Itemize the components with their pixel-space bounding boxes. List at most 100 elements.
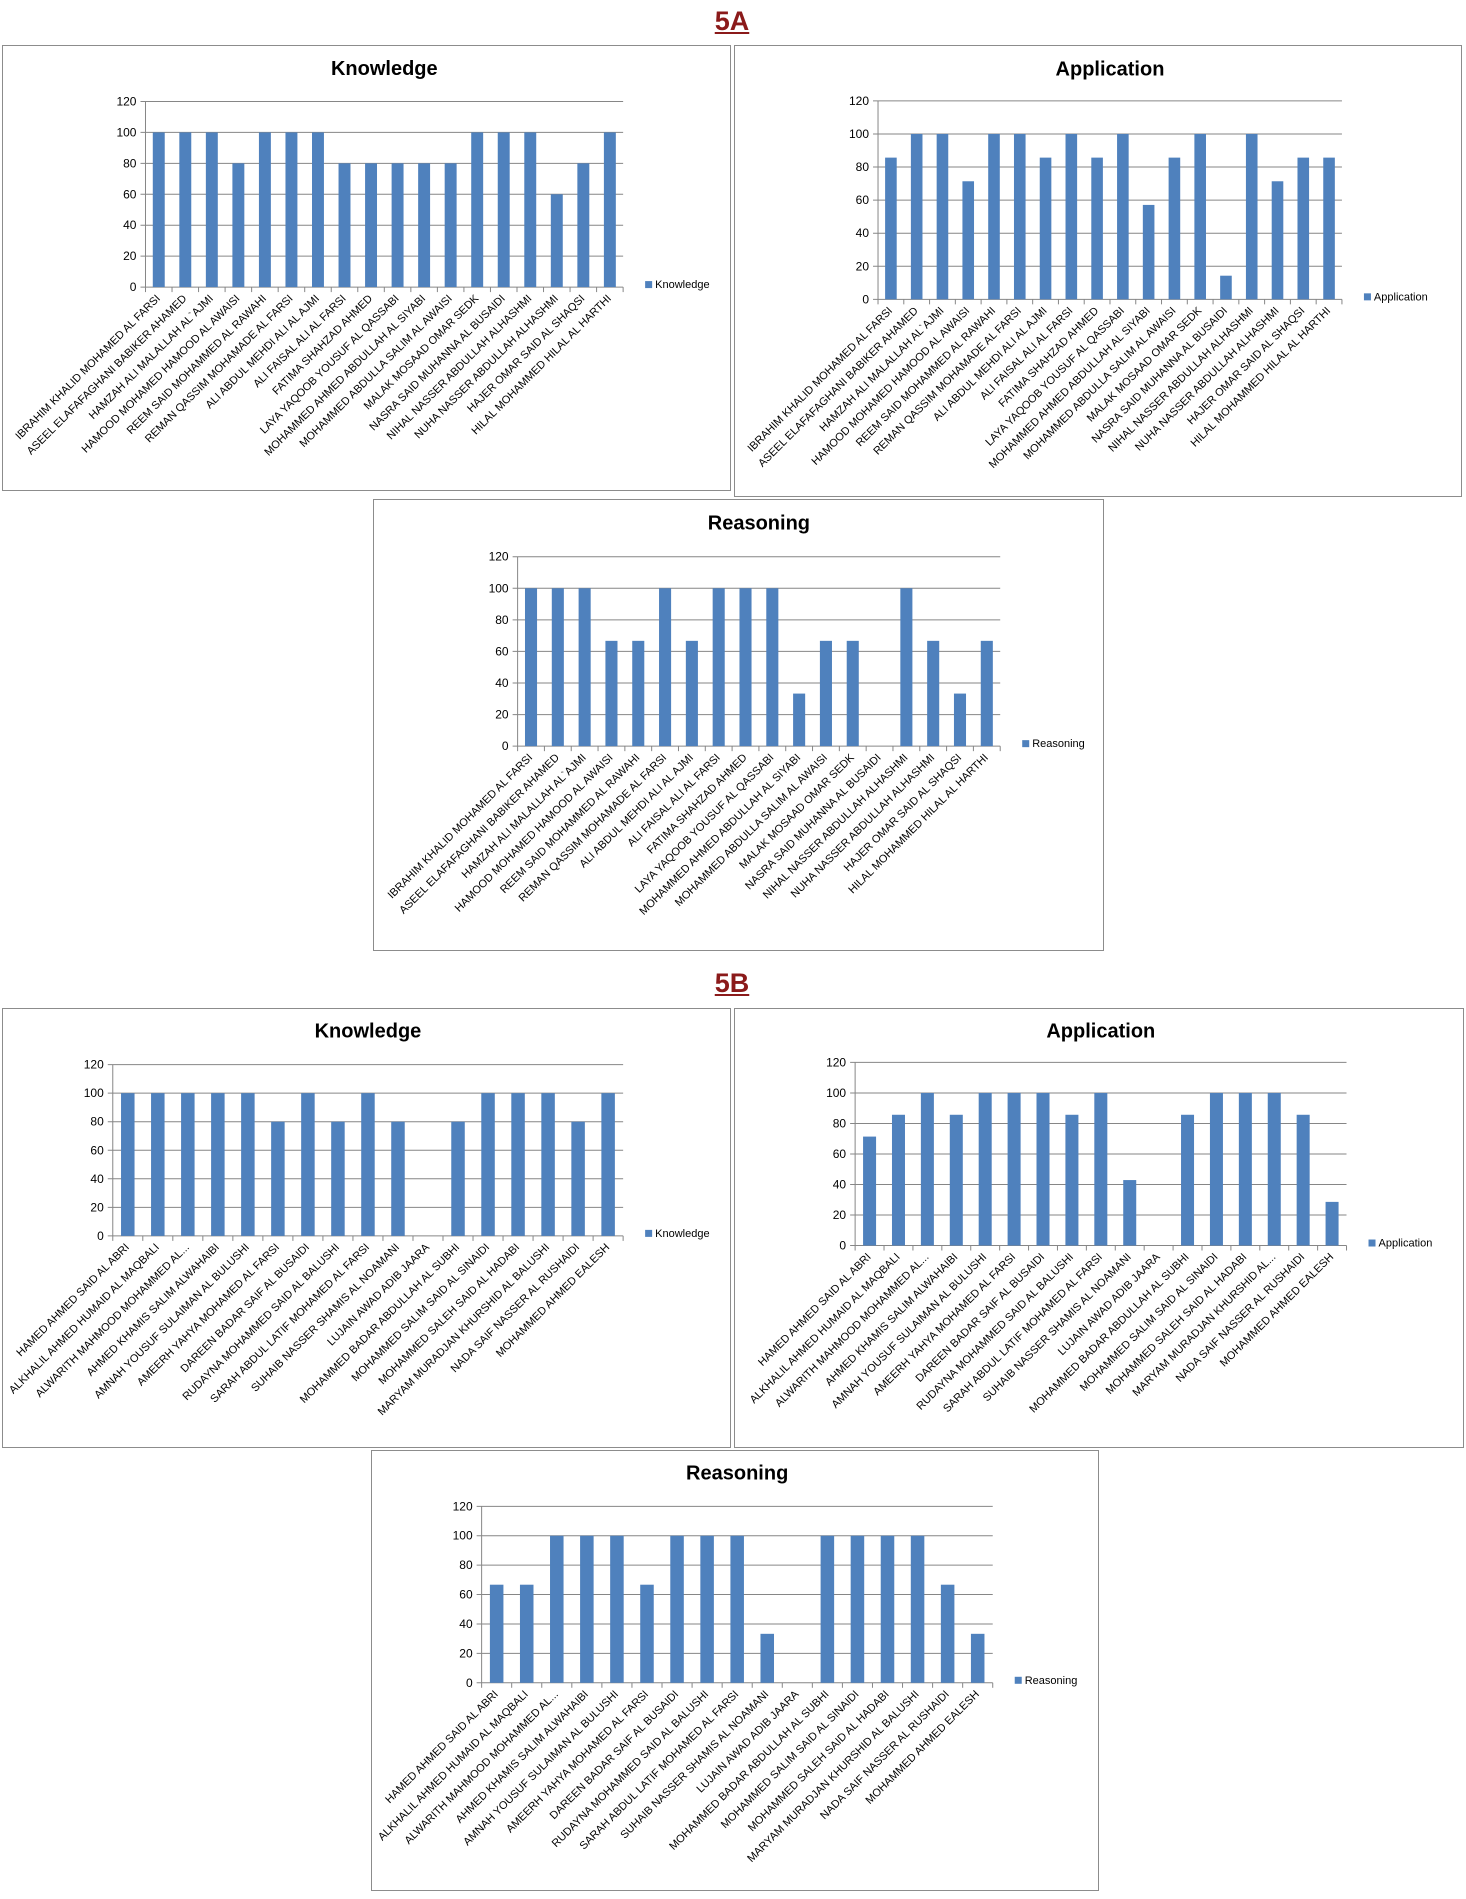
bar [489, 1584, 504, 1683]
bar [1267, 1092, 1281, 1246]
bar [524, 588, 538, 747]
bar [1094, 1092, 1108, 1246]
y-tick-label: 0 [862, 292, 869, 306]
y-tick-label: 120 [849, 94, 869, 108]
bar [793, 693, 806, 747]
bar [610, 1535, 624, 1683]
bar [1271, 181, 1284, 300]
y-tick-label: 120 [84, 1058, 104, 1072]
bar [970, 1633, 985, 1683]
y-tick-label: 80 [459, 1558, 473, 1572]
bar [271, 1121, 285, 1236]
bar [601, 1093, 615, 1236]
bar [338, 163, 351, 288]
bar [152, 132, 165, 288]
bar [1007, 1092, 1021, 1246]
bar [524, 132, 537, 288]
bar [962, 181, 975, 300]
y-tick-label: 40 [90, 1172, 104, 1186]
y-tick-label: 120 [826, 1055, 846, 1069]
bar [577, 163, 590, 288]
bar [863, 1136, 877, 1246]
bar [1297, 157, 1310, 300]
bar [241, 1093, 255, 1236]
bar [258, 132, 271, 288]
bar [1168, 157, 1181, 300]
y-tick-label: 60 [90, 1143, 104, 1157]
legend-swatch [645, 1229, 653, 1237]
bar [550, 1535, 564, 1683]
chart-5b-application: Application 0 20 40 60 80 100 120 HAMED AHMED SA… [734, 1008, 1464, 1448]
y-tick-label: 0 [130, 280, 137, 294]
bar [1013, 133, 1026, 300]
y-tick-label: 100 [826, 1086, 846, 1100]
y-tick-label: 40 [833, 1177, 847, 1191]
y-tick-label: 20 [459, 1646, 473, 1660]
bar [285, 132, 298, 288]
y-tick-label: 120 [453, 1499, 473, 1513]
chart-5a-reasoning: Reasoning 0 20 40 60 80 100 120 IBRAHIM KHALID M… [373, 499, 1104, 951]
bar [471, 132, 484, 288]
bar [1325, 1201, 1339, 1246]
bar [1065, 133, 1078, 300]
bar [640, 1584, 654, 1683]
y-tick-label: 120 [116, 95, 136, 109]
bar [885, 157, 897, 300]
bar [232, 163, 245, 288]
y-tick-label: 0 [97, 1229, 104, 1243]
legend-label: Knowledge [655, 1228, 709, 1240]
bar [1209, 1092, 1223, 1246]
bar [511, 1093, 525, 1236]
bar [1065, 1114, 1079, 1246]
bar [603, 132, 616, 288]
bar [211, 1093, 225, 1236]
bar [739, 588, 752, 747]
legend-swatch [1022, 740, 1030, 748]
bar [1238, 1092, 1252, 1246]
bar [766, 588, 779, 747]
y-tick-label: 80 [833, 1116, 847, 1130]
bar [685, 640, 698, 747]
legend-swatch [1368, 1239, 1376, 1247]
chart-title: Reasoning [686, 1463, 788, 1485]
bar [571, 1121, 585, 1236]
legend-swatch [645, 281, 653, 289]
bar [1091, 157, 1103, 300]
chart-5a-knowledge: Knowledge 0 20 40 60 80 100 120 IBRAHIM KHALID M… [2, 45, 731, 491]
bar [920, 1092, 934, 1246]
chart-title: Knowledge [315, 1020, 422, 1042]
bar [418, 163, 431, 288]
y-tick-label: 60 [856, 193, 870, 207]
y-tick-label: 60 [123, 187, 137, 201]
bar [541, 1093, 555, 1236]
bar [1220, 275, 1232, 300]
bar [1123, 1180, 1137, 1246]
y-tick-label: 80 [123, 156, 137, 170]
bar [953, 693, 967, 747]
bar [365, 163, 378, 288]
section-heading-5b: 5B [714, 968, 750, 998]
y-tick-label: 80 [495, 613, 509, 627]
bar [551, 588, 564, 747]
y-tick-label: 100 [489, 581, 509, 595]
y-tick-label: 100 [116, 125, 136, 139]
chart-5b-knowledge: Knowledge 0 20 40 60 80 100 120 HAMED AHMED SAID… [2, 1008, 731, 1448]
bar [331, 1121, 345, 1236]
bar [151, 1093, 165, 1236]
bar [936, 133, 949, 300]
bar [700, 1535, 714, 1683]
bar [519, 1584, 534, 1683]
bar [730, 1535, 744, 1683]
bar [1142, 204, 1155, 300]
chart-title: Application [1046, 1020, 1155, 1042]
y-tick-label: 40 [495, 676, 509, 690]
bar [481, 1093, 495, 1236]
bar [1323, 157, 1335, 300]
chart-5a-application: Application 0 20 40 60 80 100 120 IBRAHIM KHALID… [734, 45, 1462, 497]
bar [980, 640, 993, 747]
y-tick-label: 20 [495, 708, 509, 722]
bar [391, 163, 404, 288]
